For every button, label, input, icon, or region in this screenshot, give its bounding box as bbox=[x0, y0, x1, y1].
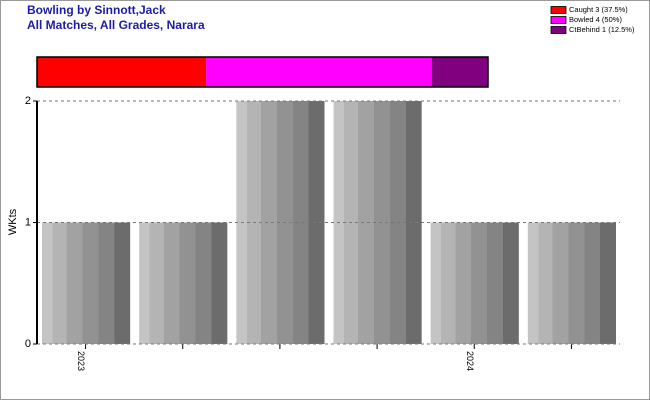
bar bbox=[42, 222, 131, 344]
stack-segment bbox=[206, 57, 432, 87]
stack-outline bbox=[36, 56, 489, 88]
legend-swatch bbox=[550, 16, 567, 24]
chart-subtitle: All Matches, All Grades, Narara bbox=[27, 18, 205, 32]
legend-swatch bbox=[550, 6, 567, 14]
bar bbox=[430, 222, 519, 344]
bar bbox=[139, 222, 228, 344]
bar bbox=[333, 101, 422, 344]
legend-label: CtBehind 1 (12.5%) bbox=[569, 25, 635, 34]
legend-label: Bowled 4 (50%) bbox=[569, 15, 622, 24]
bar bbox=[527, 222, 616, 344]
stack-segment bbox=[431, 57, 488, 87]
chart-title: Bowling by Sinnott,Jack bbox=[27, 3, 166, 17]
legend-label: Caught 3 (37.5%) bbox=[569, 5, 628, 14]
x-tick-label: 2023 bbox=[76, 351, 86, 371]
legend-swatch bbox=[550, 26, 567, 34]
y-tick-label: 0 bbox=[25, 338, 31, 350]
stack-segment bbox=[37, 57, 207, 87]
y-tick-label: 1 bbox=[25, 216, 31, 228]
y-axis-label: WKts bbox=[7, 208, 19, 235]
x-tick-label: 2024 bbox=[465, 351, 475, 371]
y-tick-label: 2 bbox=[25, 95, 31, 107]
